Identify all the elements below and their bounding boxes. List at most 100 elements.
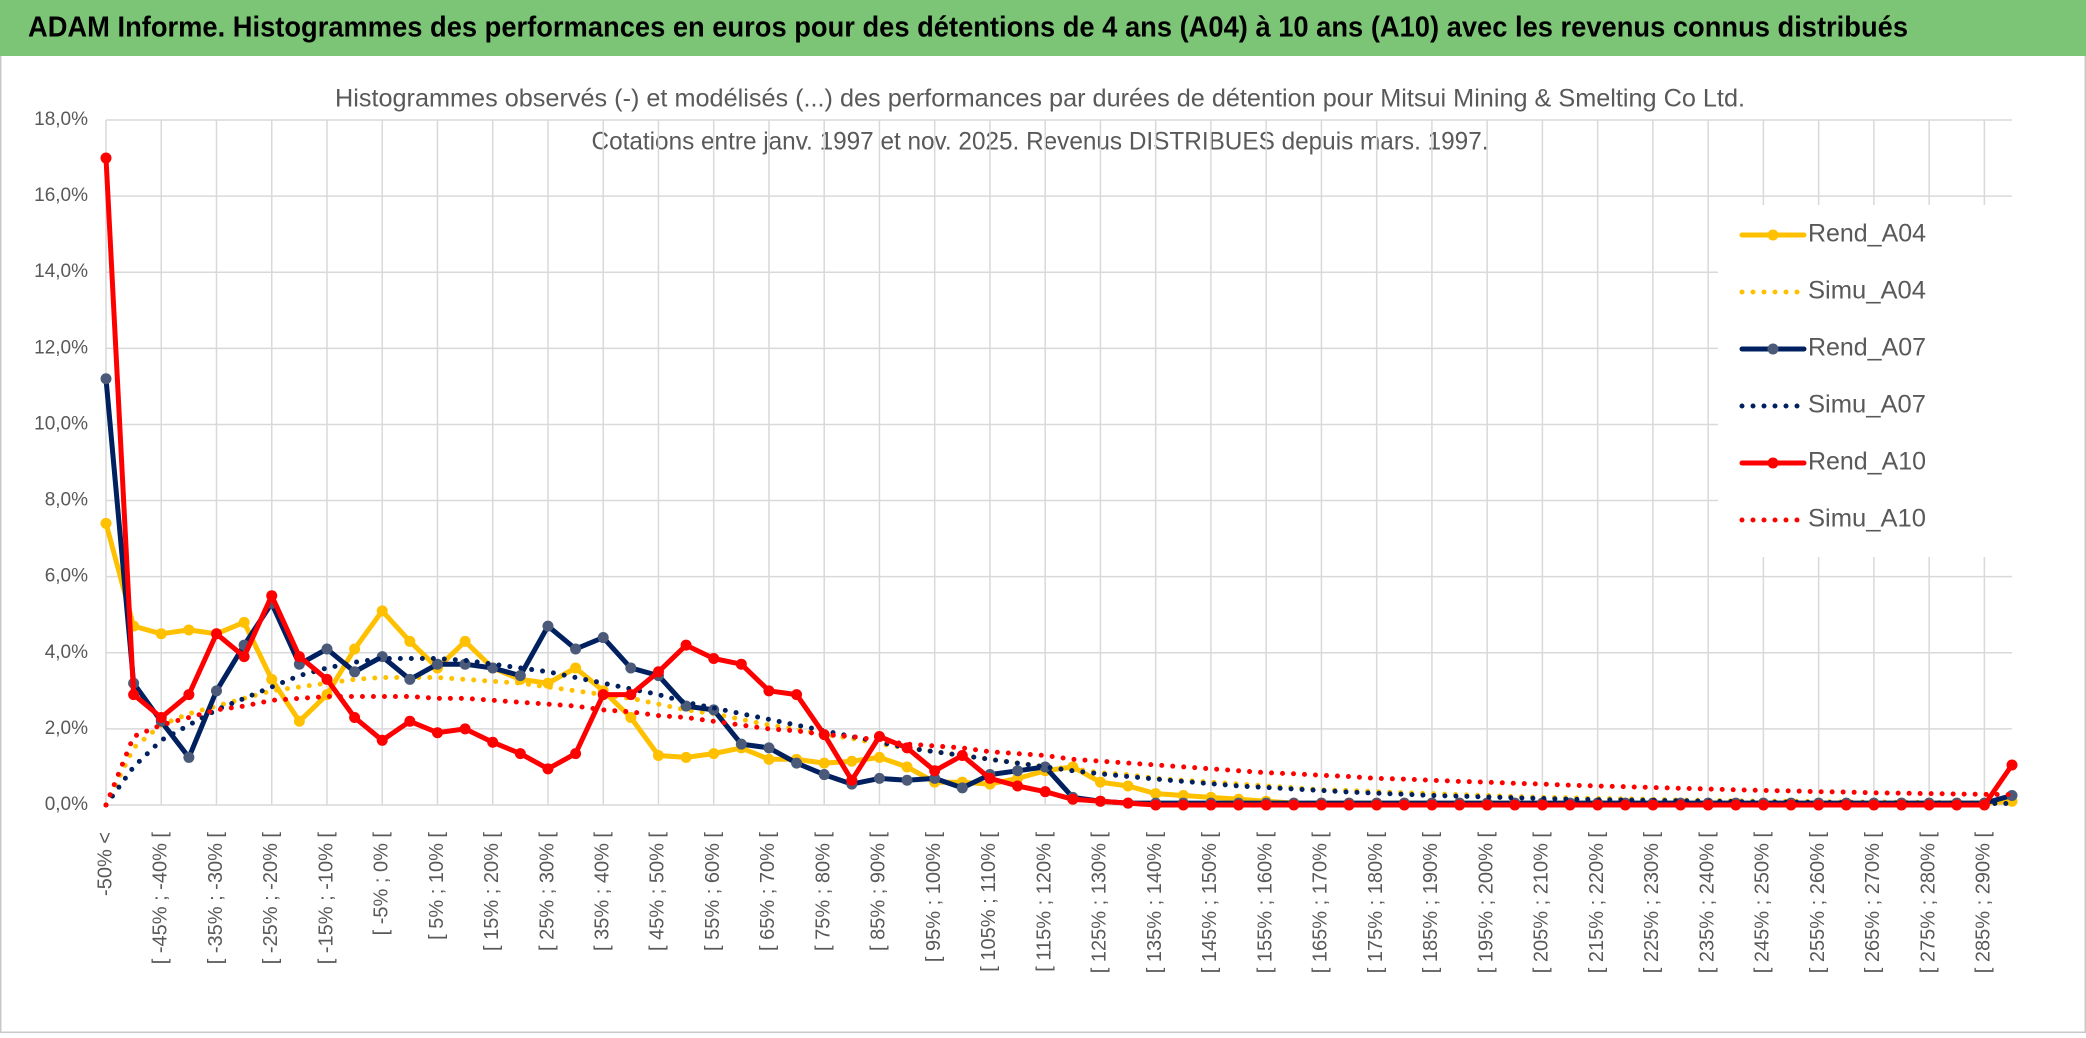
series-marker bbox=[349, 666, 361, 678]
y-tick-label: 10,0% bbox=[34, 413, 88, 434]
y-tick-label: 2,0% bbox=[45, 718, 88, 739]
x-tick-label: -50% < bbox=[94, 832, 116, 896]
series-marker bbox=[873, 772, 885, 784]
series-marker bbox=[846, 774, 858, 786]
x-tick-label: [ 245% ; 250% [ bbox=[1752, 832, 1774, 974]
series-marker bbox=[266, 673, 278, 685]
series-marker bbox=[570, 662, 582, 674]
legend-marker bbox=[1767, 457, 1779, 469]
legend-label: Rend_A04 bbox=[1808, 220, 1926, 248]
legend-label: Rend_A10 bbox=[1808, 448, 1926, 476]
series-marker bbox=[1122, 797, 1134, 809]
x-tick-label: [ 65% ; 70% [ bbox=[757, 832, 779, 951]
series-marker bbox=[1205, 799, 1217, 811]
series-marker bbox=[1619, 799, 1631, 811]
y-tick-label: 18,0% bbox=[34, 109, 88, 130]
x-tick-label: [ 275% ; 280% [ bbox=[1917, 832, 1939, 974]
series-marker bbox=[100, 152, 112, 164]
series-marker bbox=[1150, 799, 1162, 811]
series-marker bbox=[1592, 799, 1604, 811]
y-tick-label: 12,0% bbox=[34, 337, 88, 358]
series-marker bbox=[266, 590, 278, 602]
x-tick-label: [ 35% ; 40% [ bbox=[591, 832, 613, 951]
series-marker bbox=[1012, 780, 1024, 792]
series-marker bbox=[570, 748, 582, 760]
series-marker bbox=[321, 643, 333, 655]
series-marker bbox=[791, 689, 803, 701]
series-marker bbox=[680, 639, 692, 651]
series-marker bbox=[431, 658, 443, 670]
series-marker bbox=[183, 689, 195, 701]
series-marker bbox=[1702, 799, 1714, 811]
series-marker bbox=[1536, 799, 1548, 811]
series-marker bbox=[1564, 799, 1576, 811]
series-marker bbox=[956, 750, 968, 762]
series-marker bbox=[404, 673, 416, 685]
series-marker bbox=[542, 763, 554, 775]
series-marker bbox=[901, 761, 913, 773]
series-marker bbox=[1260, 799, 1272, 811]
series-marker bbox=[210, 628, 222, 640]
chart-subtitle: Cotations entre janv. 1997 et nov. 2025.… bbox=[592, 128, 1489, 156]
series-marker bbox=[459, 635, 471, 647]
series-marker bbox=[1454, 799, 1466, 811]
series-marker bbox=[735, 738, 747, 750]
series-marker bbox=[349, 643, 361, 655]
x-tick-label: [ 115% ; 120% [ bbox=[1033, 832, 1055, 972]
series-marker bbox=[1951, 799, 1963, 811]
x-tick-label: [ 205% ; 210% [ bbox=[1531, 832, 1553, 974]
x-tick-label: [ 145% ; 150% [ bbox=[1199, 832, 1221, 974]
series-marker bbox=[1647, 799, 1659, 811]
series-marker bbox=[100, 517, 112, 529]
header-title: ADAM Informe. Histogrammes des performan… bbox=[28, 12, 1908, 44]
x-tick-label: [ 265% ; 270% [ bbox=[1862, 832, 1884, 974]
y-tick-label: 0,0% bbox=[45, 794, 88, 815]
series-marker bbox=[514, 748, 526, 760]
x-tick-label: [ -45% ; -40% [ bbox=[150, 832, 172, 965]
series-marker bbox=[1371, 799, 1383, 811]
series-marker bbox=[625, 689, 637, 701]
series-marker bbox=[487, 736, 499, 748]
x-tick-label: [ 95% ; 100% [ bbox=[923, 832, 945, 963]
series-marker bbox=[791, 757, 803, 769]
header-bar bbox=[0, 0, 2086, 56]
series-marker bbox=[735, 658, 747, 670]
series-marker bbox=[100, 373, 112, 385]
series-marker bbox=[293, 715, 305, 727]
series-marker bbox=[1288, 799, 1300, 811]
series-marker bbox=[183, 751, 195, 763]
series-marker bbox=[956, 782, 968, 794]
series-marker bbox=[1509, 799, 1521, 811]
series-marker bbox=[929, 765, 941, 777]
series-marker bbox=[1840, 799, 1852, 811]
series-marker bbox=[652, 750, 664, 762]
series-marker bbox=[376, 605, 388, 617]
y-tick-label: 16,0% bbox=[34, 185, 88, 206]
x-tick-label: [ 215% ; 220% [ bbox=[1586, 832, 1608, 974]
x-tick-label: [ 85% ; 90% [ bbox=[868, 832, 890, 951]
x-tick-label: [ -25% ; -20% [ bbox=[260, 832, 282, 965]
series-marker bbox=[1896, 799, 1908, 811]
x-tick-label: [ 185% ; 190% [ bbox=[1420, 832, 1442, 974]
x-tick-label: [ 175% ; 180% [ bbox=[1365, 832, 1387, 974]
x-tick-label: [ 155% ; 160% [ bbox=[1254, 832, 1276, 974]
series-marker bbox=[1675, 799, 1687, 811]
legend-box bbox=[1718, 205, 2018, 557]
x-tick-label: [ 45% ; 50% [ bbox=[647, 832, 669, 951]
series-marker bbox=[1343, 799, 1355, 811]
x-tick-label: [ 75% ; 80% [ bbox=[812, 832, 834, 951]
series-marker bbox=[570, 643, 582, 655]
series-marker bbox=[238, 616, 250, 628]
x-tick-label: [ 105% ; 110% [ bbox=[978, 832, 1000, 972]
series-marker bbox=[1233, 799, 1245, 811]
series-marker bbox=[1398, 799, 1410, 811]
x-tick-label: [ 255% ; 260% [ bbox=[1807, 832, 1829, 974]
series-marker bbox=[1978, 799, 1990, 811]
series-marker bbox=[1150, 788, 1162, 800]
x-tick-label: [ 195% ; 200% [ bbox=[1475, 832, 1497, 974]
series-marker bbox=[1315, 799, 1327, 811]
series-marker bbox=[2006, 759, 2018, 771]
x-tick-label: [ 15% ; 20% [ bbox=[481, 832, 503, 951]
x-tick-label: [ 135% ; 140% [ bbox=[1144, 832, 1166, 974]
